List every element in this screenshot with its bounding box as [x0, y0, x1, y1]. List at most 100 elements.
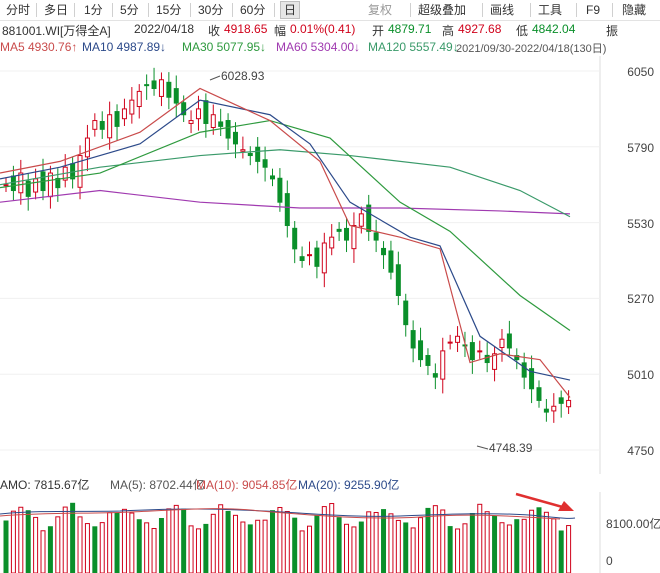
- high-pointer: [209, 75, 221, 81]
- divider: [190, 3, 191, 17]
- candle-body: [410, 330, 416, 349]
- divider: [612, 3, 613, 17]
- hide-button[interactable]: 隐藏: [622, 3, 647, 17]
- volume-bar: [499, 522, 505, 573]
- volume-bar: [158, 517, 164, 573]
- candle-body: [18, 172, 24, 194]
- divider: [530, 3, 531, 17]
- volume-bar: [292, 517, 298, 573]
- amo-value: AMO: 7815.67亿: [0, 478, 90, 492]
- volume-bar: [262, 519, 268, 573]
- candle-body: [158, 79, 164, 97]
- volume-bar: [462, 523, 468, 573]
- volume-bar: [381, 509, 387, 573]
- volume-bar: [188, 525, 194, 573]
- candle-body: [166, 81, 172, 98]
- f9-button[interactable]: F9: [586, 3, 601, 17]
- volume-bar: [84, 523, 90, 573]
- volume-bar: [344, 523, 350, 573]
- ma-lines: [0, 87, 571, 398]
- volume-bar: [299, 530, 305, 573]
- volume-bar: [514, 519, 520, 573]
- tab-60min[interactable]: 60分: [240, 3, 266, 17]
- volume-legend: AMO: 7815.67亿 MA(5): 8702.44亿 MA(10): 90…: [0, 476, 660, 492]
- candle-body: [314, 247, 320, 267]
- tab-daily[interactable]: 日: [280, 1, 301, 19]
- candle-body: [151, 80, 157, 89]
- tab-15min[interactable]: 15分: [156, 3, 182, 17]
- super-overlay-button[interactable]: 超级叠加: [418, 3, 467, 17]
- candle-body: [173, 88, 179, 104]
- date-range: 2021/09/30-2022/04/18(130日): [456, 43, 607, 55]
- divider: [148, 3, 149, 17]
- volume-bar: [410, 527, 416, 573]
- volume-bar: [210, 513, 216, 573]
- candle-body: [381, 247, 387, 256]
- vol-ma20: MA(20): 9255.90亿: [298, 478, 400, 492]
- volume-bar: [173, 504, 179, 573]
- volume-bar: [107, 512, 113, 573]
- candle-body: [329, 236, 335, 249]
- candle-body: [514, 355, 520, 361]
- volume-bar: [447, 526, 453, 573]
- volume-bar: [521, 518, 527, 573]
- volume-bar: [425, 507, 431, 573]
- high-label: 6028.93: [221, 69, 265, 83]
- draw-line-button[interactable]: 画线: [490, 3, 515, 17]
- candle-body: [25, 180, 31, 197]
- candle-body: [262, 159, 268, 168]
- candle-body: [484, 354, 490, 364]
- volume-bar: [529, 509, 535, 573]
- candle-body: [84, 137, 90, 158]
- candle-body: [107, 114, 113, 139]
- volume-bar: [543, 511, 549, 573]
- volume-bar: [3, 520, 9, 573]
- tools-button[interactable]: 工具: [538, 3, 563, 17]
- ma5-line: [0, 87, 571, 398]
- fuquan-button[interactable]: 复权: [368, 3, 393, 17]
- volume-bar: [136, 519, 142, 573]
- tab-30min[interactable]: 30分: [198, 3, 224, 17]
- candle-body: [506, 333, 512, 349]
- candle-body: [529, 368, 535, 390]
- ma5-value: MA5 4930.76↑: [0, 40, 78, 54]
- volume-bar: [455, 528, 461, 573]
- volume-bar: [129, 512, 135, 573]
- candle-body: [240, 149, 246, 152]
- tab-duori[interactable]: 多日: [44, 3, 69, 17]
- volume-bar: [247, 524, 253, 573]
- candle-body: [425, 355, 431, 366]
- volume-bar: [218, 504, 224, 573]
- change-value: 0.01%(0.41): [290, 22, 356, 36]
- candle-body: [447, 341, 453, 344]
- price-tick: 6050: [627, 65, 654, 79]
- volume-bar: [70, 502, 76, 573]
- candle-body: [136, 90, 142, 108]
- volume-bar: [351, 526, 357, 573]
- tab-5min[interactable]: 5分: [120, 3, 139, 17]
- candle-body: [121, 108, 127, 120]
- volume-bar: [92, 526, 98, 573]
- candle-body: [351, 225, 357, 250]
- tab-fenshi[interactable]: 分时: [6, 3, 31, 17]
- volume-bar: [55, 516, 61, 573]
- candle-body: [55, 177, 61, 189]
- volume-bar: [284, 511, 290, 573]
- candle-body: [499, 338, 505, 349]
- arrow-shaft: [515, 492, 567, 510]
- volume-bar: [166, 508, 172, 573]
- ma120-line: [0, 149, 571, 218]
- tab-1min[interactable]: 1分: [84, 3, 103, 17]
- volume-bars: [3, 502, 572, 573]
- ma120-value: MA120 5557.49↓: [368, 40, 459, 54]
- volume-chart[interactable]: 8100.00亿 0: [0, 492, 660, 573]
- candlestick-chart[interactable]: 6028.93 4748.39: [0, 56, 660, 474]
- candle-body: [247, 153, 253, 157]
- volume-bar: [99, 522, 105, 573]
- volume-bar: [195, 528, 201, 573]
- close-value: 4918.65: [224, 22, 268, 36]
- security-code: 881001.WI[万得全A]: [2, 24, 111, 38]
- vol-ma-line: [0, 508, 561, 520]
- price-tick: 4750: [627, 444, 654, 458]
- open-label: 开: [372, 24, 385, 38]
